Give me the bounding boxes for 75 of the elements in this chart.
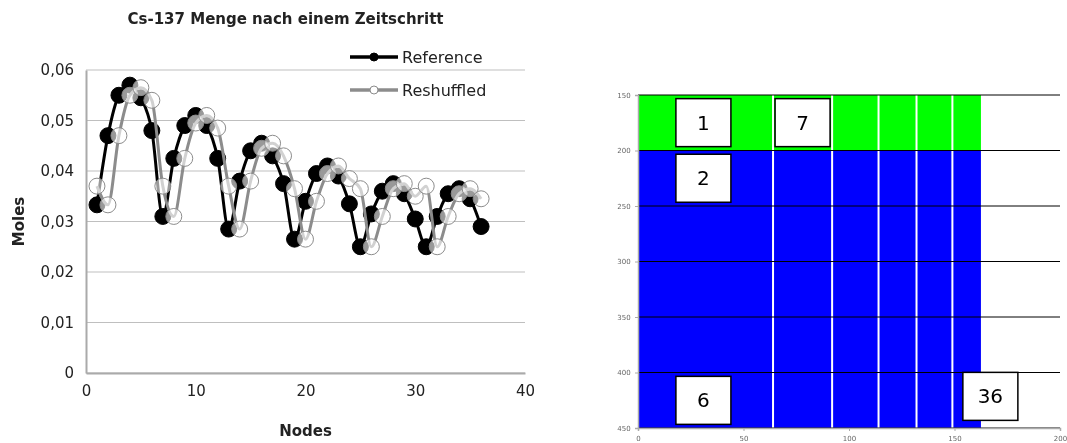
annotation: 7 [796, 110, 809, 135]
point [143, 91, 161, 109]
point [340, 195, 358, 213]
point [198, 106, 216, 124]
legend-label: Reshuffled [402, 81, 487, 100]
annotation: 1 [697, 110, 710, 135]
x-tick-label: 20 [296, 381, 316, 400]
point [88, 196, 106, 214]
point [351, 238, 369, 256]
y-tick-label: 0,05 [40, 111, 74, 130]
point [297, 230, 314, 248]
point [99, 127, 117, 145]
y-tick-label: 0,01 [40, 313, 74, 332]
point [406, 210, 424, 228]
x-tick-label: 0 [81, 381, 92, 400]
point [154, 177, 172, 195]
point [406, 187, 424, 205]
y-tick-label: 0,03 [40, 212, 74, 231]
point [264, 134, 282, 152]
point [231, 220, 249, 238]
point [242, 172, 260, 190]
point [395, 175, 413, 193]
point [264, 147, 282, 165]
point [209, 119, 227, 137]
chart-title: Cs-137 Menge nach einem Zeitschritt [127, 10, 444, 28]
point [132, 79, 150, 97]
point [362, 238, 380, 256]
point [286, 230, 303, 248]
point [308, 192, 325, 210]
point [472, 218, 490, 236]
x-tick-label: 10 [186, 381, 206, 400]
point [275, 175, 293, 193]
point [176, 117, 194, 135]
point [110, 86, 128, 104]
point [417, 238, 435, 256]
point [165, 207, 183, 225]
annotation: 2 [697, 166, 710, 191]
y-tick-label: 0 [64, 364, 74, 383]
annotation: 6 [697, 388, 710, 413]
x-tick-label: 40 [515, 381, 536, 400]
y-tick-label: 0,06 [40, 61, 74, 80]
point [340, 170, 358, 188]
point [88, 177, 106, 195]
legend-label: Reference [402, 48, 483, 67]
point [231, 172, 249, 190]
point [472, 190, 490, 208]
point [439, 207, 457, 225]
point [198, 117, 216, 135]
point [220, 177, 238, 195]
point [275, 147, 293, 165]
point [220, 220, 238, 238]
y-axis-title: Moles [10, 196, 28, 247]
point [308, 165, 325, 182]
y-tick-label: 0,02 [40, 263, 74, 282]
point [461, 190, 479, 208]
point [297, 192, 314, 210]
point [110, 127, 128, 145]
point [99, 196, 117, 214]
point [329, 157, 347, 175]
point [461, 180, 479, 198]
point [286, 180, 303, 198]
point [428, 238, 446, 256]
point [329, 167, 347, 185]
point [318, 165, 336, 182]
y-tick-label: 0,04 [40, 162, 74, 181]
point [417, 177, 435, 195]
x-tick-label: 30 [406, 381, 426, 400]
point [132, 89, 150, 107]
point [373, 207, 391, 225]
x-axis-title: Nodes [279, 422, 332, 440]
point [154, 207, 172, 225]
point [165, 149, 183, 167]
point [176, 149, 194, 167]
annotation: 36 [977, 384, 1004, 409]
point [351, 180, 369, 198]
